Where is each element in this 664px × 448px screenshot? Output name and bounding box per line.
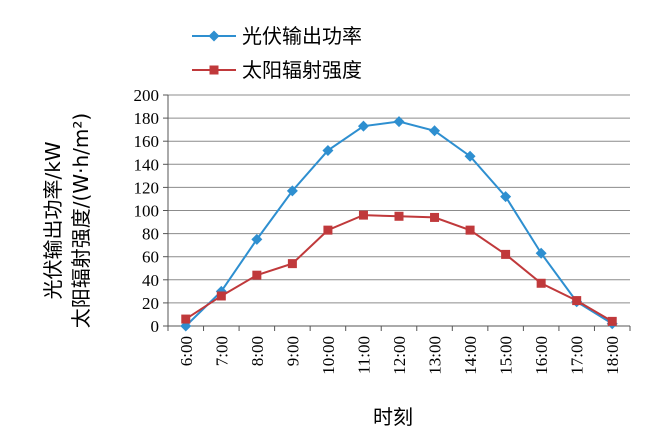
y-axis-title-line: 太阳辐射强度/(W·h/m²) (69, 113, 93, 328)
series-0 (180, 116, 618, 332)
legend-label: 光伏输出功率 (242, 24, 362, 48)
data-point (358, 210, 368, 220)
data-point (572, 296, 582, 306)
x-tick-label: 14:00 (461, 336, 480, 375)
data-point (501, 249, 511, 259)
data-point (287, 259, 297, 269)
y-tick-label: 120 (134, 178, 160, 197)
y-tick-label: 0 (151, 317, 160, 336)
data-point (323, 225, 333, 235)
legend-marker (209, 65, 219, 75)
y-axis-title-line: 光伏输出功率/kW (41, 141, 65, 299)
series-line (185, 214, 613, 323)
y-axis-ticks: 0 20 40 60 80 100 120 140 160 180 200 (134, 86, 168, 336)
y-tick-label: 20 (142, 294, 159, 313)
x-tick-label: 10:00 (319, 336, 338, 375)
data-point (464, 150, 476, 162)
legend-label: 太阳辐射强度 (242, 58, 362, 82)
legend-marker (208, 30, 220, 42)
data-point (357, 120, 369, 132)
data-point (286, 185, 298, 197)
y-tick-label: 200 (134, 86, 160, 105)
x-tick-label: 8:00 (248, 336, 267, 366)
data-point (607, 316, 617, 326)
data-point (322, 144, 334, 156)
y-tick-label: 180 (134, 109, 160, 128)
x-tick-label: 9:00 (283, 336, 302, 366)
x-tick-label: 7:00 (212, 336, 231, 366)
y-tick-label: 80 (142, 225, 159, 244)
y-tick-label: 40 (142, 271, 159, 290)
x-tick-label: 17:00 (568, 336, 587, 375)
chart-series (180, 116, 618, 332)
chart-grid (168, 94, 630, 304)
x-tick-label: 18:00 (603, 336, 622, 375)
data-point (393, 116, 405, 128)
data-point (216, 291, 226, 301)
series-line (185, 120, 613, 327)
y-tick-label: 160 (134, 132, 160, 151)
data-point (251, 233, 263, 245)
series-1 (181, 210, 617, 326)
chart-axes (167, 95, 630, 327)
data-point (465, 225, 475, 235)
x-tick-label: 12:00 (390, 336, 409, 375)
data-point (430, 212, 440, 222)
y-tick-label: 60 (142, 248, 159, 267)
legend-item: 光伏输出功率 (192, 24, 362, 48)
y-tick-label: 100 (134, 202, 160, 221)
data-point (181, 314, 191, 324)
data-point (394, 211, 404, 221)
data-point (429, 125, 441, 137)
data-point (252, 270, 262, 280)
x-tick-label: 6:00 (177, 336, 196, 366)
x-tick-label: 11:00 (354, 336, 373, 374)
x-tick-label: 16:00 (532, 336, 551, 375)
legend-item: 太阳辐射强度 (192, 58, 362, 82)
x-axis-ticks: 6:00 7:00 8:00 9:00 10:00 11:00 12:00 13:00 14:0… (167, 326, 631, 375)
data-point (500, 191, 512, 203)
x-axis-title: 时刻 (373, 405, 413, 429)
y-tick-label: 140 (134, 155, 160, 174)
data-point (535, 247, 547, 259)
y-axis-title: 光伏输出功率/kW 太阳辐射强度/(W·h/m²) (41, 113, 93, 328)
x-tick-label: 13:00 (426, 336, 445, 375)
x-tick-label: 15:00 (497, 336, 516, 375)
data-point (536, 278, 546, 288)
